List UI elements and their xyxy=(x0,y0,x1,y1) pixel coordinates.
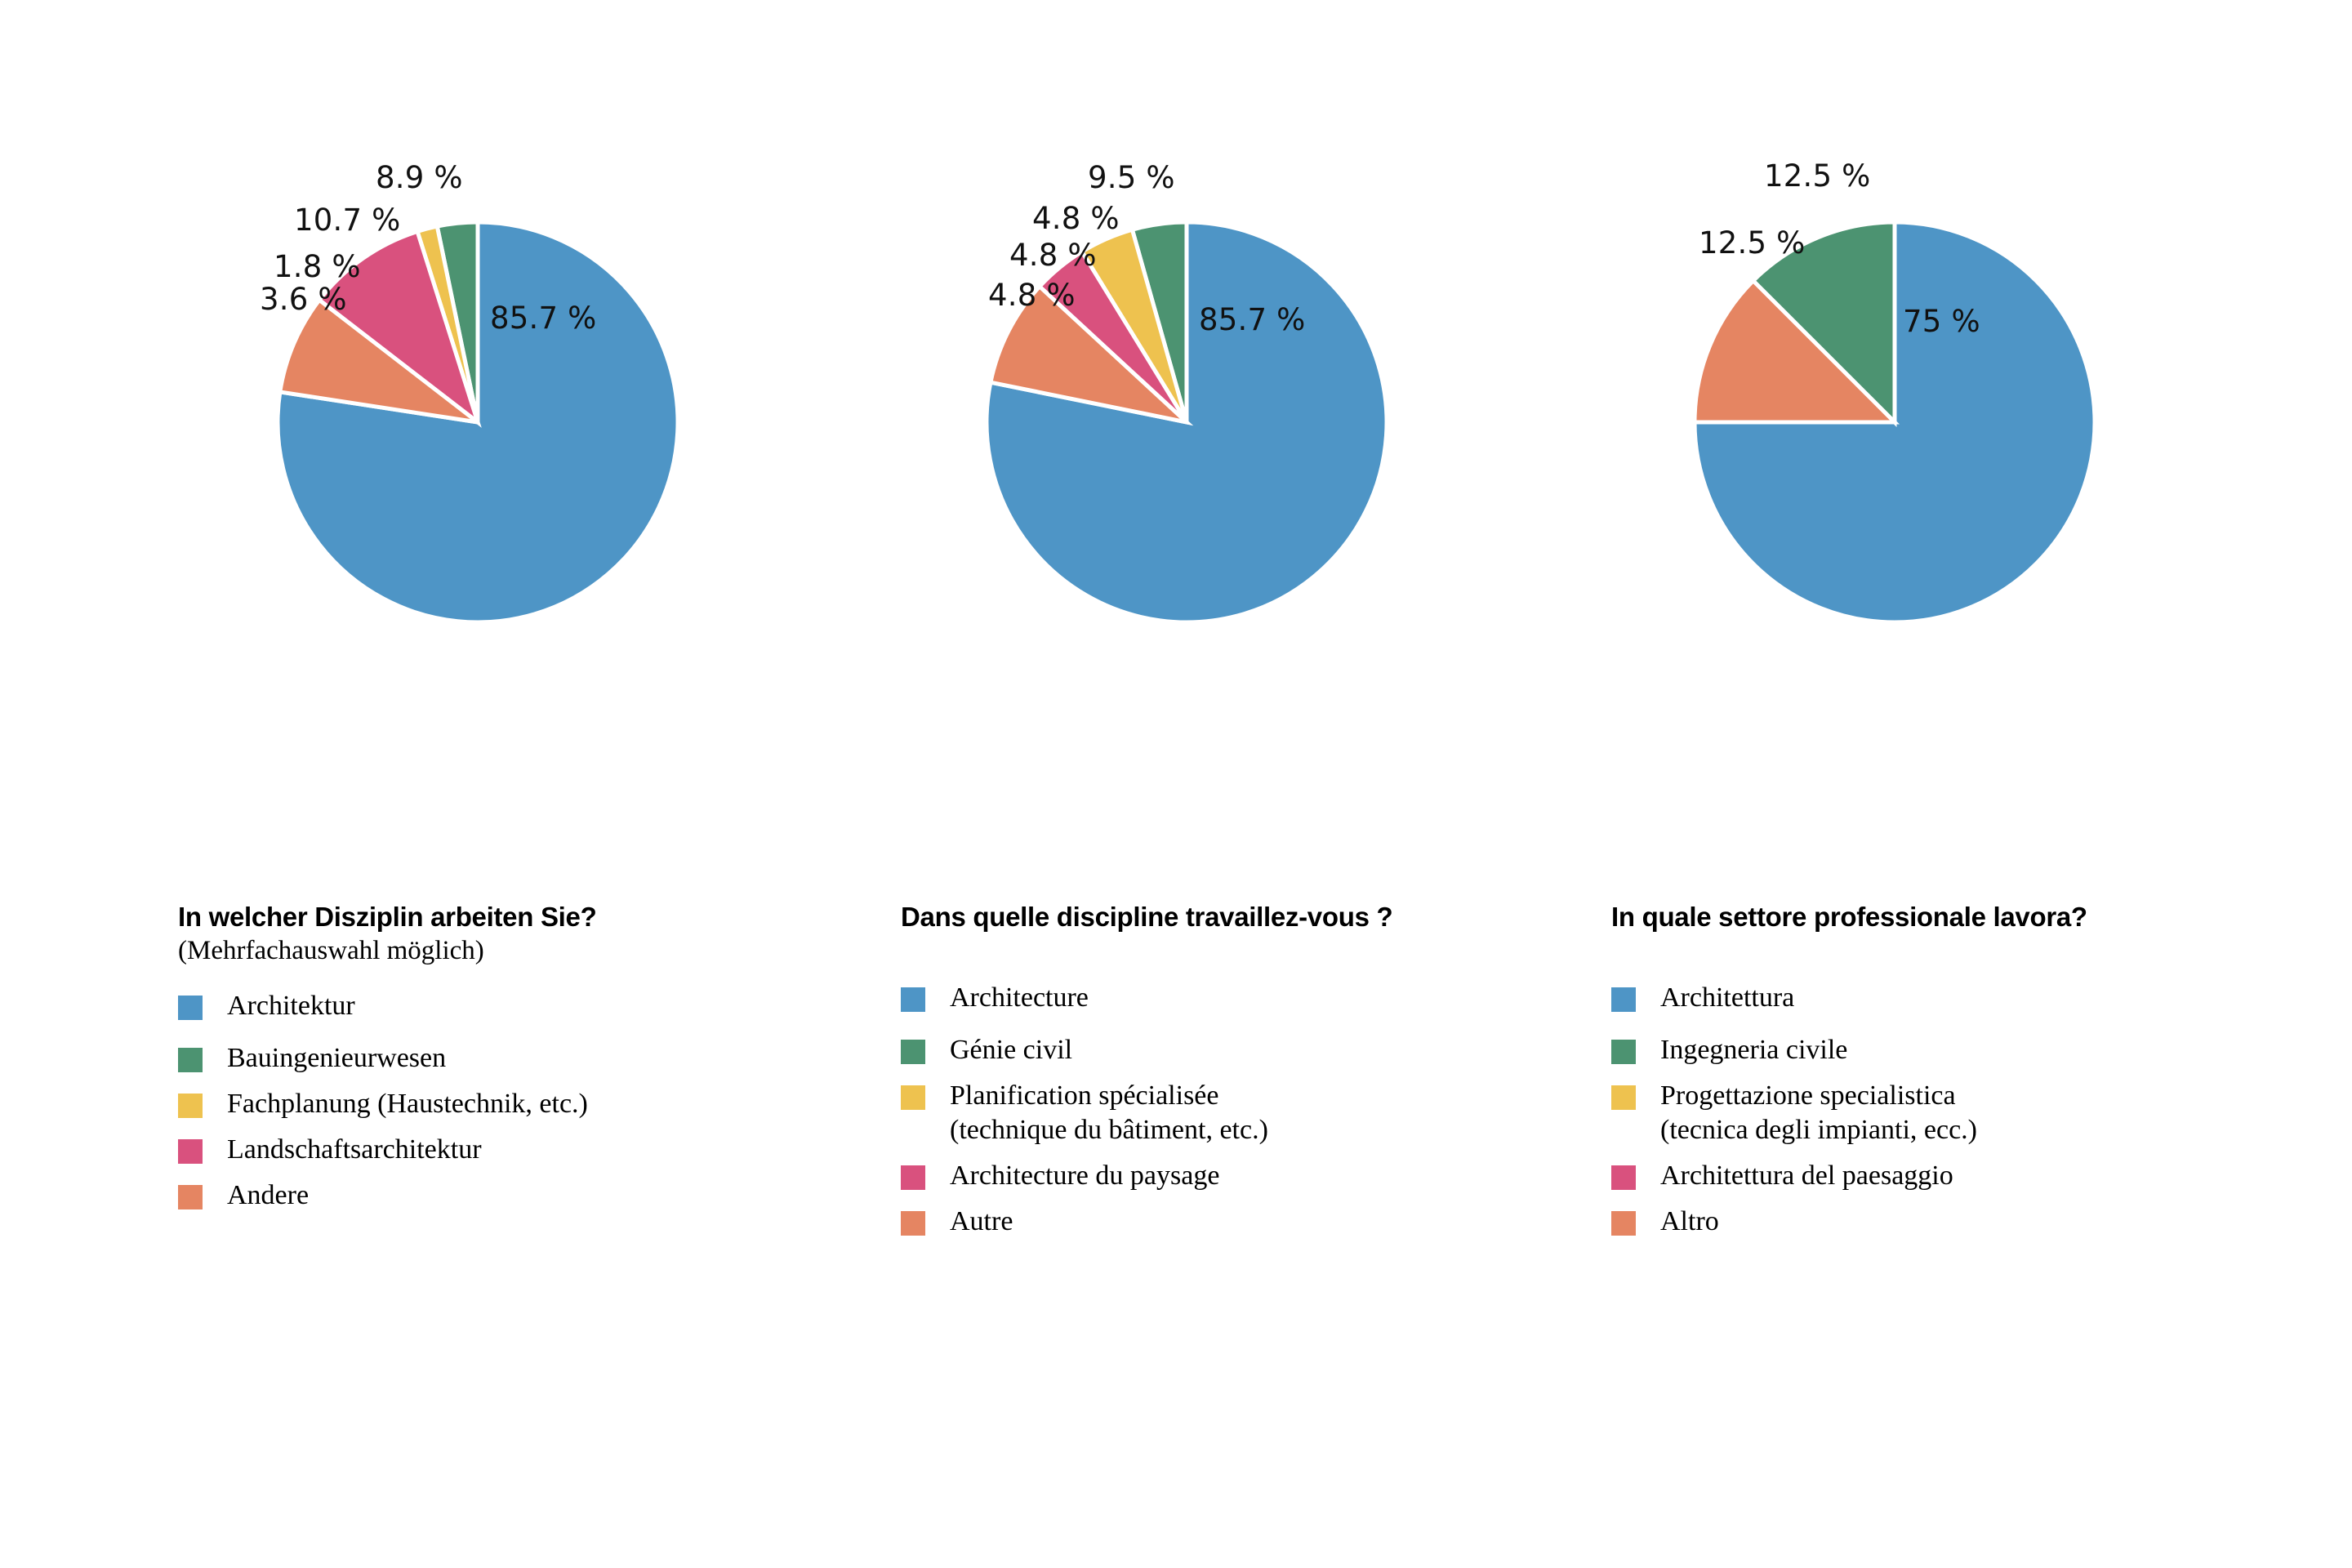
pie-svg-de xyxy=(275,220,680,625)
pie-svg-it xyxy=(1692,220,2097,625)
pie-label-main-it: 75 % xyxy=(1903,304,1980,339)
pie-label-ingegneria-it: 12.5 % xyxy=(1699,225,1806,261)
pie-label-main-de: 85.7 % xyxy=(490,301,597,336)
legend-list-fr: Architecture Génie civil Planification s… xyxy=(901,981,1603,1239)
legend-item-autre[interactable]: Autre xyxy=(901,1205,1603,1239)
pie-svg-fr xyxy=(984,220,1389,625)
legend-item-bauingenieurwesen[interactable]: Bauingenieurwesen xyxy=(178,1041,880,1076)
pie-slices-it xyxy=(1692,220,2097,625)
pie-slices-de xyxy=(275,220,680,625)
legend-block-fr: Dans quelle discipline travaillez-vous ?… xyxy=(901,901,1603,1250)
pie-slice-architettura xyxy=(1692,220,2097,625)
legend-label-landschaftsarchitektur: Landschaftsarchitektur xyxy=(227,1134,482,1165)
legend-swatch-yellow-icon xyxy=(1611,1085,1636,1110)
legend-label-architektur: Architektur xyxy=(227,991,355,1021)
legend-swatch-orange-icon xyxy=(901,1211,925,1236)
legend-label-planification-line2: (technique du bâtiment, etc.) xyxy=(950,1115,1268,1145)
pie-label-landschaft-de: 10.7 % xyxy=(294,203,401,238)
chart-panel-de: 85.7 % 8.9 % 10.7 % 1.8 % 3.6 % In welch… xyxy=(163,0,882,1568)
legend-label-planification-line1: Planification spécialisée xyxy=(950,1080,1219,1111)
legend-label-andere: Andere xyxy=(227,1180,310,1210)
pie-slice-landschaftsarchitektur xyxy=(316,229,482,428)
legend-swatch-orange-icon xyxy=(1611,1211,1636,1236)
legend-item-genie-civil[interactable]: Génie civil xyxy=(901,1033,1603,1067)
legend-label-architettura: Architettura xyxy=(1660,982,1795,1013)
legend-list-de: Architektur Bauingenieurwesen Fachplanun… xyxy=(178,989,880,1213)
legend-item-architettura[interactable]: Architettura xyxy=(1611,981,2314,1015)
pie-slice-ingegneria-civile xyxy=(1750,220,1897,428)
pie-chart-it: 75 % 12.5 % 12.5 % xyxy=(1597,0,2315,898)
legend-label-architecture: Architecture xyxy=(950,982,1089,1013)
legend-label-paysage: Architecture du paysage xyxy=(950,1160,1220,1191)
chart-panel-fr: 85.7 % 9.5 % 4.8 % 4.8 % 4.8 % Dans quel… xyxy=(886,0,1605,1568)
legend-label-progettazione-line2: (tecnica degli impianti, ecc.) xyxy=(1660,1115,1977,1145)
legend-block-it: In quale settore professionale lavora? A… xyxy=(1611,901,2314,1250)
pie-slice-autre xyxy=(987,283,1194,426)
pie-chart-fr: 85.7 % 9.5 % 4.8 % 4.8 % 4.8 % xyxy=(886,0,1605,898)
pie-chart-de: 85.7 % 8.9 % 10.7 % 1.8 % 3.6 % xyxy=(163,0,882,898)
pie-slice-altro xyxy=(1692,278,1900,425)
legend-item-paysage[interactable]: Architecture du paysage xyxy=(901,1159,1603,1193)
legend-item-architektur[interactable]: Architektur xyxy=(178,989,880,1023)
legend-list-it: Architettura Ingegneria civile Progettaz… xyxy=(1611,981,2314,1239)
legend-label-planification: Planification spécialisée (technique du … xyxy=(950,1079,1268,1147)
legend-item-progettazione[interactable]: Progettazione specialistica (tecnica deg… xyxy=(1611,1079,2314,1147)
legend-block-de: In welcher Disziplin arbeiten Sie? (Mehr… xyxy=(178,901,880,1224)
legend-swatch-orange-icon xyxy=(178,1185,203,1209)
legend-item-architecture[interactable]: Architecture xyxy=(901,981,1603,1015)
legend-label-ingegneria-civile: Ingegneria civile xyxy=(1660,1035,1848,1065)
legend-swatch-blue-icon xyxy=(901,987,925,1012)
legend-swatch-green-icon xyxy=(178,1048,203,1072)
legend-swatch-blue-icon xyxy=(1611,987,1636,1012)
pie-label-bauing-de: 3.6 % xyxy=(260,282,347,317)
legend-swatch-yellow-icon xyxy=(901,1085,925,1110)
legend-label-autre: Autre xyxy=(950,1206,1013,1236)
legend-swatch-yellow-icon xyxy=(178,1094,203,1118)
legend-swatch-pink-icon xyxy=(1611,1165,1636,1190)
chart-panel-it: 75 % 12.5 % 12.5 % In quale settore prof… xyxy=(1597,0,2315,1568)
pie-label-genie-fr: 4.8 % xyxy=(988,278,1076,313)
pie-label-main-fr: 85.7 % xyxy=(1199,302,1306,337)
legend-item-paesaggio[interactable]: Architettura del paesaggio xyxy=(1611,1159,2314,1193)
legend-label-paesaggio: Architettura del paesaggio xyxy=(1660,1160,1953,1191)
legend-label-progettazione-line1: Progettazione specialistica xyxy=(1660,1080,1956,1111)
chart-title-de: In welcher Disziplin arbeiten Sie? xyxy=(178,902,597,932)
legend-label-fachplanung: Fachplanung (Haustechnik, etc.) xyxy=(227,1089,588,1119)
pie-slice-architecture xyxy=(984,220,1389,625)
pie-label-andere-de: 8.9 % xyxy=(376,160,463,195)
legend-swatch-pink-icon xyxy=(901,1165,925,1190)
legend-label-progettazione: Progettazione specialistica (tecnica deg… xyxy=(1660,1079,1977,1147)
chart-subtitle-de: (Mehrfachauswahl möglich) xyxy=(178,936,484,965)
pie-label-altro-it: 12.5 % xyxy=(1764,158,1871,194)
legend-item-planification[interactable]: Planification spécialisée (technique du … xyxy=(901,1079,1603,1147)
legend-item-altro[interactable]: Altro xyxy=(1611,1205,2314,1239)
pie-slice-architektur xyxy=(275,220,680,625)
legend-swatch-green-icon xyxy=(901,1040,925,1064)
pie-slice-andere xyxy=(277,296,479,425)
legend-label-altro: Altro xyxy=(1660,1206,1719,1236)
pie-slices-fr xyxy=(984,220,1389,625)
chart-title-fr: Dans quelle discipline travaillez-vous ? xyxy=(901,902,1393,932)
legend-label-bauingenieurwesen: Bauingenieurwesen xyxy=(227,1043,447,1073)
legend-item-andere[interactable]: Andere xyxy=(178,1178,880,1213)
chart-title-it: In quale settore professionale lavora? xyxy=(1611,902,2087,932)
legend-item-ingegneria-civile[interactable]: Ingegneria civile xyxy=(1611,1033,2314,1067)
legend-swatch-pink-icon xyxy=(178,1139,203,1164)
legend-item-fachplanung[interactable]: Fachplanung (Haustechnik, etc.) xyxy=(178,1087,880,1121)
pie-label-fachplanung-de: 1.8 % xyxy=(274,249,361,284)
legend-item-landschaftsarchitektur[interactable]: Landschaftsarchitektur xyxy=(178,1133,880,1167)
pie-label-autre-fr: 9.5 % xyxy=(1088,160,1175,195)
legend-swatch-green-icon xyxy=(1611,1040,1636,1064)
pie-label-planification-fr: 4.8 % xyxy=(1009,238,1097,273)
legend-label-genie-civil: Génie civil xyxy=(950,1035,1073,1065)
legend-swatch-blue-icon xyxy=(178,996,203,1020)
pie-label-paysage-fr: 4.8 % xyxy=(1032,201,1120,236)
